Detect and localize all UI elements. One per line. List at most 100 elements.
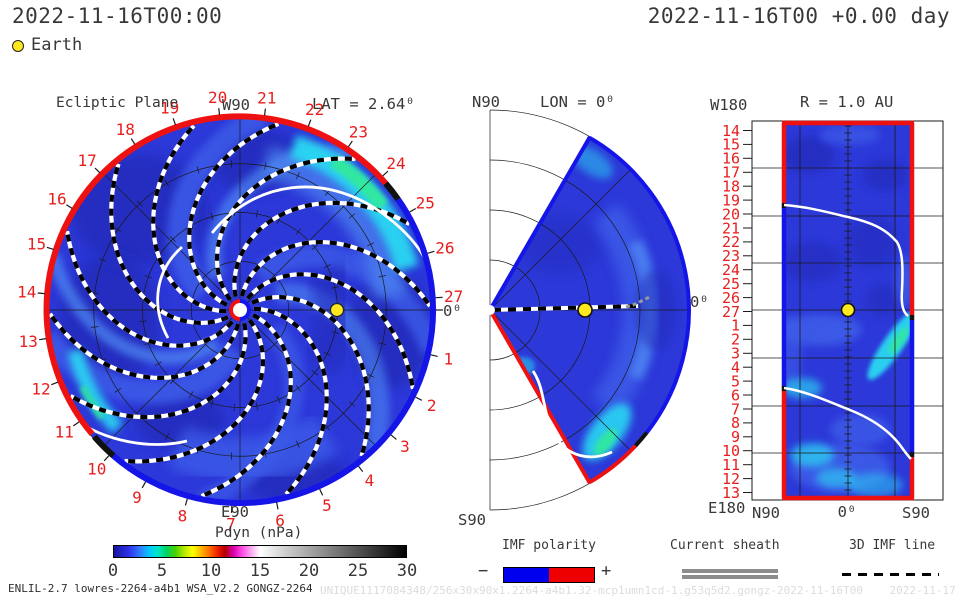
radial-e180-label: E180 <box>708 499 746 517</box>
ecliptic-date-label: 24 <box>386 154 405 173</box>
ecliptic-date-label: 22 <box>305 100 324 119</box>
radial-date-label: 6 <box>731 386 740 404</box>
radial-date-label: 15 <box>722 136 740 154</box>
ecliptic-date-label: 11 <box>55 423 74 442</box>
earth-marker-ecliptic <box>329 302 345 318</box>
colorbar-tick-label: 25 <box>347 561 369 581</box>
ecliptic-date-label: 26 <box>435 239 454 258</box>
radial-date-label: 17 <box>722 164 740 182</box>
meridional-n90-label: N90 <box>472 93 500 111</box>
ecliptic-date-label: 27 <box>444 287 463 306</box>
radial-zero-label: 0⁰ <box>837 503 857 521</box>
ecliptic-date-label: 3 <box>400 437 410 456</box>
ecliptic-date-label: 25 <box>416 194 435 213</box>
earth-marker-radial <box>840 302 856 318</box>
colorbar-tick-label: 5 <box>156 561 168 581</box>
imf-line-to-earth <box>492 295 651 312</box>
ecliptic-date-label: 16 <box>47 190 66 209</box>
radial-date-label: 2 <box>731 331 740 349</box>
radial-date-label: 4 <box>731 358 740 376</box>
radial-date-label: 5 <box>731 372 740 390</box>
radial-date-labels: 1415161718192021222324252627123456789101… <box>722 122 752 502</box>
model-info: ENLIL-2.7 lowres-2264-a4b1 WSA_V2.2 GONG… <box>8 582 313 595</box>
ecliptic-date-label: 23 <box>349 122 368 141</box>
radial-date-label: 13 <box>722 484 740 502</box>
ecliptic-date-label: 17 <box>77 151 96 170</box>
ecliptic-date-label: 9 <box>132 488 142 507</box>
ecliptic-date-label: 1 <box>443 350 453 369</box>
radial-date-label: 12 <box>722 470 740 488</box>
ecliptic-date-label: 20 <box>208 88 227 107</box>
imf-positive-swatch <box>549 568 594 582</box>
meridional-sheath-line <box>531 370 613 459</box>
radial-sheath-lines <box>783 203 912 460</box>
radial-date-label: 27 <box>722 303 740 321</box>
radial-date-label: 22 <box>722 233 740 251</box>
radial-date-label: 23 <box>722 247 740 265</box>
ecliptic-date-label: 10 <box>87 460 106 479</box>
ecliptic-date-label: 4 <box>365 471 375 490</box>
radial-date-label: 18 <box>722 177 740 195</box>
radial-date-label: 16 <box>722 150 740 168</box>
radial-date-label: 21 <box>722 219 740 237</box>
ecliptic-date-label: 8 <box>178 507 188 526</box>
meridional-cyan-patch <box>582 403 632 461</box>
ecliptic-date-label: 19 <box>160 99 179 118</box>
meridional-lon-readout: LON = 0⁰ <box>540 93 615 111</box>
ecliptic-e90-label: E90 <box>221 503 249 521</box>
imf-plus-sign: + <box>601 561 612 581</box>
radial-s90-label: S90 <box>902 504 930 522</box>
earth-legend-label: Earth <box>31 35 83 55</box>
ecliptic-date-label: 6 <box>275 511 285 530</box>
colorbar-tick-label: 10 <box>200 561 222 581</box>
earth-marker-meridional <box>577 302 593 318</box>
watermark: UNIQUE1117084348/256x30x90x1.2264-a4b1.3… <box>320 584 956 597</box>
ecliptic-polarity-rim <box>43 113 437 507</box>
ecliptic-zero-label: 0⁰ <box>443 302 462 320</box>
radial-n90-label: N90 <box>752 504 780 522</box>
ecliptic-date-label: 15 <box>27 235 46 254</box>
meridional-polarity-rim <box>488 135 691 485</box>
forecast-timestamp: 2022-11-16T00 +0.00 day <box>647 4 950 28</box>
radial-date-label: 1 <box>731 317 740 335</box>
radial-date-label: 26 <box>722 289 740 307</box>
radial-date-label: 25 <box>722 275 740 293</box>
radial-polarity-border <box>781 120 915 501</box>
radial-date-label: 8 <box>731 414 740 432</box>
ecliptic-date-label: 21 <box>257 88 276 107</box>
radial-date-label: 7 <box>731 400 740 418</box>
ecliptic-date-label: 18 <box>116 120 135 139</box>
ecliptic-date-label: 14 <box>17 283 36 302</box>
radial-date-label: 10 <box>722 442 740 460</box>
colorbar <box>113 545 407 558</box>
ecliptic-date-label: 5 <box>322 496 332 515</box>
sun-marker-meridional <box>485 305 495 315</box>
meridional-zero-label: 0⁰ <box>690 293 709 311</box>
radial-title: R = 1.0 AU <box>800 93 894 111</box>
imf-spiral-lines <box>48 121 432 499</box>
colorbar-tick-label: 20 <box>298 561 320 581</box>
colorbar-tick-label: 15 <box>249 561 271 581</box>
run-timestamp: 2022-11-16T00:00 <box>12 4 223 28</box>
ecliptic-date-label: 7 <box>226 514 236 533</box>
earth-legend-icon <box>12 40 24 52</box>
ecliptic-date-label: 13 <box>19 332 38 351</box>
ecliptic-date-label: 2 <box>427 396 437 415</box>
ecliptic-w90-label: W90 <box>222 96 250 114</box>
radial-date-label: 19 <box>722 191 740 209</box>
meridional-s90-label: S90 <box>458 511 486 529</box>
imf-line-label: 3D IMF line <box>849 538 936 553</box>
current-sheath-label: Current sheath <box>670 538 780 553</box>
radial-w180-label: W180 <box>710 96 748 114</box>
radial-date-label: 20 <box>722 205 740 223</box>
imf-line-swatch <box>842 569 939 579</box>
colorbar-title: Pdyn (nPa) <box>215 525 303 541</box>
imf-polarity-label: IMF polarity <box>502 538 596 553</box>
ecliptic-date-label: 12 <box>31 379 50 398</box>
radial-date-label: 24 <box>722 261 740 279</box>
colorbar-tick-label: 30 <box>396 561 418 581</box>
sun-marker <box>229 299 251 321</box>
ecliptic-lat-readout: LAT = 2.64⁰ <box>312 95 415 113</box>
